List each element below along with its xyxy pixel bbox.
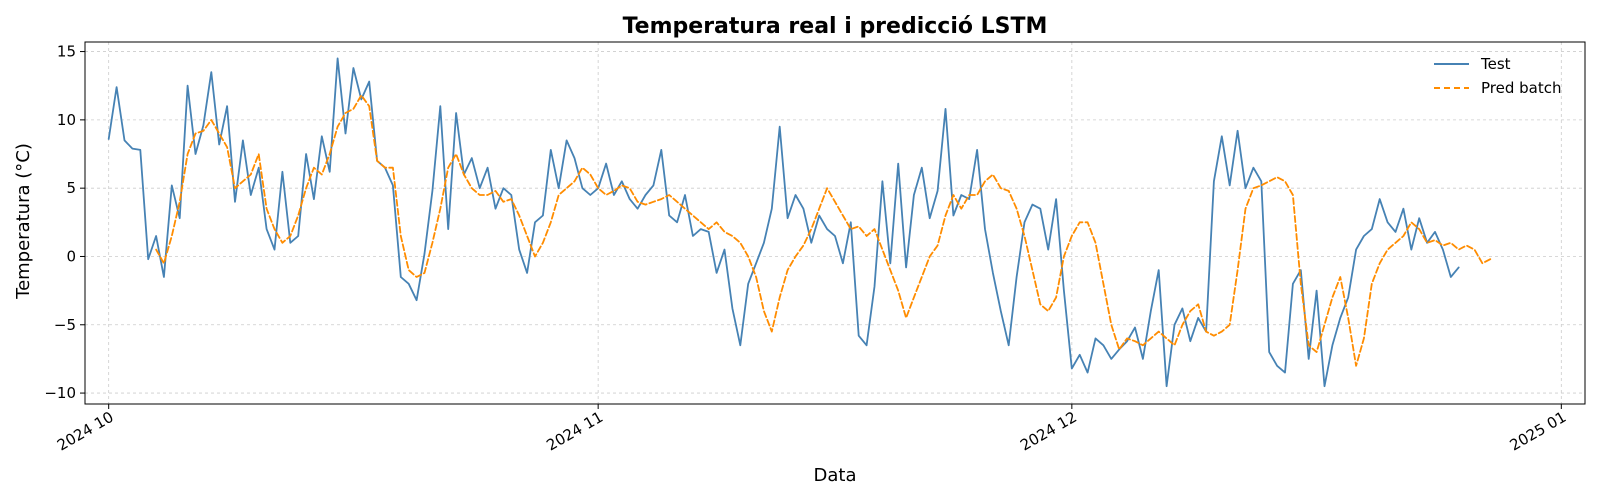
- x-axis-label: Data: [814, 465, 857, 486]
- y-tick-label: 0: [66, 247, 76, 265]
- y-tick-label: −5: [54, 316, 76, 334]
- y-tick-label: −10: [44, 384, 76, 402]
- y-tick-label: 10: [57, 111, 76, 129]
- plot-frame: [84, 41, 1586, 405]
- y-tick-label: 15: [57, 43, 76, 61]
- grid: [85, 42, 1585, 404]
- legend-label-pred-batch: Pred batch: [1481, 79, 1562, 97]
- series-layer: [107, 57, 1492, 388]
- series-line-pred-batch: [155, 94, 1492, 367]
- legend-label-test: Test: [1480, 55, 1511, 73]
- chart-title: Temperatura real i predicció LSTM: [623, 14, 1048, 39]
- series-line-test: [107, 57, 1460, 388]
- legend: Test Pred batch: [1434, 55, 1562, 97]
- y-tick-label: 5: [66, 179, 76, 197]
- y-axis: −10 −5 0 5 10 15: [44, 43, 85, 402]
- y-axis-label: Temperatura (°C): [13, 143, 34, 300]
